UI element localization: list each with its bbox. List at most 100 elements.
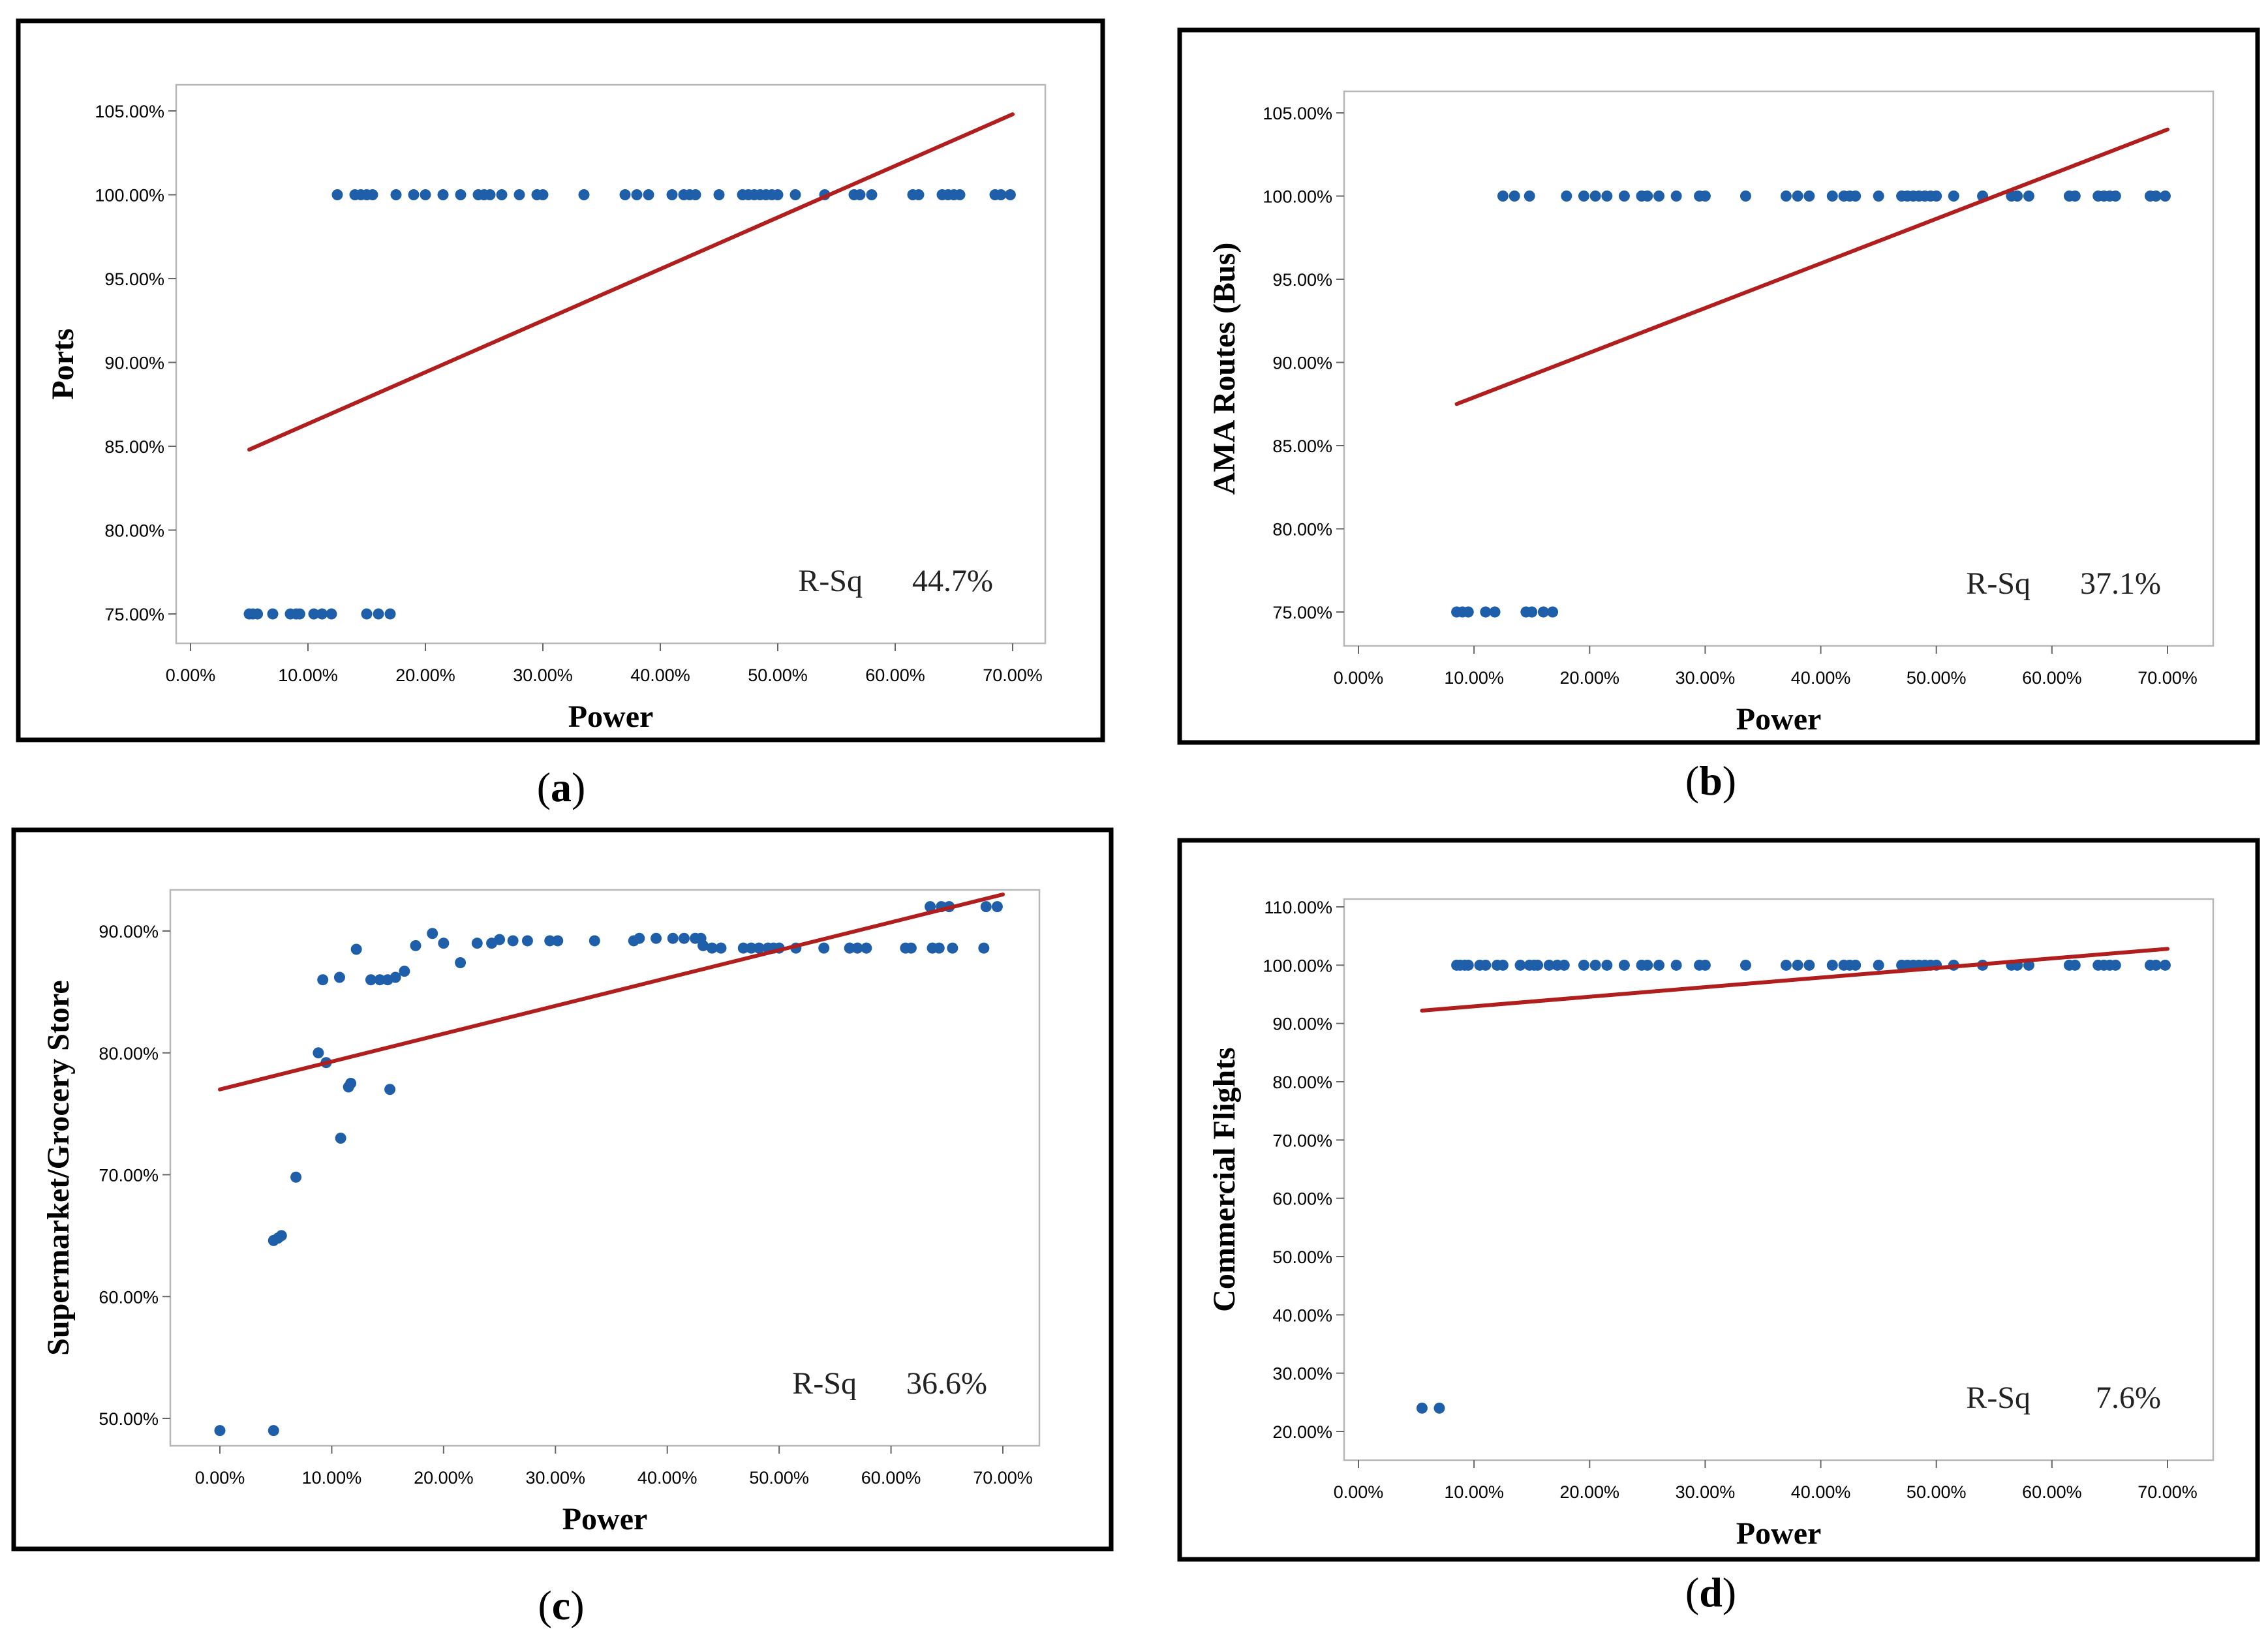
data-point (1480, 606, 1492, 618)
data-point (1462, 959, 1474, 971)
data-point (268, 1425, 279, 1437)
plot-area (1343, 90, 2214, 647)
y-tick-label: 20.00% (1272, 1422, 1332, 1442)
y-tick-label: 60.00% (1272, 1189, 1332, 1209)
data-point (861, 942, 872, 954)
data-point (2159, 191, 2171, 202)
data-point (745, 942, 757, 954)
data-point (991, 901, 1003, 913)
data-point (1578, 191, 1589, 202)
chart-frame (11, 827, 1114, 1551)
data-point (1803, 959, 1815, 971)
x-tick-label: 50.00% (749, 1468, 809, 1488)
y-tick-label: 70.00% (1272, 1131, 1332, 1150)
x-tick-label: 70.00% (2138, 1482, 2198, 1502)
data-point (933, 942, 945, 954)
data-point (275, 1230, 287, 1242)
data-point (335, 1132, 346, 1144)
data-point (1618, 191, 1630, 202)
data-point (308, 608, 320, 620)
chart-frame (1177, 838, 2260, 1562)
r-sq-label: R-Sq (798, 564, 863, 598)
data-point (651, 932, 662, 944)
y-tick-label: 110.00% (1264, 898, 1332, 917)
data-point (552, 935, 564, 947)
data-point (980, 901, 992, 913)
data-point (1792, 191, 1803, 202)
x-tick-label: 60.00% (861, 1468, 921, 1488)
data-point (851, 942, 863, 954)
data-point (643, 189, 654, 200)
data-point (2109, 191, 2121, 202)
data-point (789, 189, 801, 200)
data-point (1618, 959, 1630, 971)
y-tick-label: 40.00% (1272, 1306, 1332, 1325)
y-axis-label: AMA Routes (Bus) (1207, 243, 1242, 495)
y-tick-label: 90.00% (1272, 354, 1332, 373)
y-tick-label: 90.00% (1272, 1015, 1332, 1034)
data-point (1642, 959, 1653, 971)
data-point (1699, 959, 1711, 971)
chart-svg-c: 0.00% 10.00% 20.00% 30.00% 40.00% 50.00% 60.00… (11, 827, 1114, 1551)
data-point (1547, 606, 1559, 618)
data-point (1739, 191, 1751, 202)
data-point (420, 189, 431, 200)
x-axis-label: Power (562, 1502, 648, 1536)
x-tick-label: 40.00% (637, 1468, 697, 1488)
data-point (589, 935, 600, 947)
data-point (1509, 191, 1520, 202)
x-tick-label: 40.00% (1791, 668, 1851, 688)
data-point (854, 189, 866, 200)
data-point (913, 189, 925, 200)
data-point (2023, 191, 2034, 202)
data-point (1873, 959, 1884, 971)
y-axis-label: Ports (46, 328, 80, 399)
data-point (496, 189, 508, 200)
data-point (1653, 959, 1665, 971)
data-point (2150, 191, 2162, 202)
x-tick-label: 0.00% (195, 1468, 245, 1488)
data-point (947, 942, 958, 954)
x-tick-label: 40.00% (630, 665, 690, 685)
x-tick-label: 10.00% (302, 1468, 362, 1488)
caption-d: (d) (1685, 1569, 1737, 1615)
x-tick-label: 20.00% (395, 665, 455, 685)
y-axis-label: Commercial Flights (1207, 1047, 1242, 1312)
data-point (1792, 959, 1803, 971)
data-point (818, 942, 830, 954)
chart-panel-b: 0.00% 10.00% 20.00% 30.00% 40.00% 50.00% 60.00… (1176, 26, 2265, 750)
data-point (374, 974, 386, 986)
data-point (666, 189, 678, 200)
plot-area (1343, 898, 2214, 1461)
data-point (384, 1084, 396, 1095)
x-tick-label: 70.00% (973, 1468, 1033, 1488)
data-point (365, 974, 376, 986)
data-point (513, 189, 525, 200)
data-point (866, 189, 878, 200)
y-tick-label: 95.00% (1272, 270, 1332, 290)
chart-panel-a: 0.00% 10.00% 20.00% 30.00% 40.00% 50.00% 60.00… (14, 17, 1111, 748)
data-point (317, 974, 329, 986)
data-point (1780, 191, 1792, 202)
data-point (2150, 959, 2162, 971)
y-tick-label: 95.00% (104, 269, 164, 289)
data-point (316, 608, 328, 620)
plot-area (169, 889, 1041, 1447)
data-point (399, 966, 410, 977)
data-point (925, 901, 936, 913)
data-point (995, 189, 1007, 200)
chart-panel-c: 0.00% 10.00% 20.00% 30.00% 40.00% 50.00% 60.00… (10, 826, 1119, 1557)
r-sq-label: R-Sq (1966, 1381, 2030, 1415)
data-point (326, 608, 337, 620)
x-tick-label: 60.00% (2022, 1482, 2082, 1502)
data-point (1497, 191, 1509, 202)
y-tick-label: 70.00% (99, 1166, 159, 1185)
data-point (1601, 191, 1613, 202)
data-point (331, 189, 343, 200)
data-point (1948, 191, 1959, 202)
data-point (1803, 191, 1815, 202)
data-point (1589, 191, 1601, 202)
data-point (384, 608, 396, 620)
data-point (978, 942, 990, 954)
y-tick-label: 80.00% (99, 1044, 159, 1063)
